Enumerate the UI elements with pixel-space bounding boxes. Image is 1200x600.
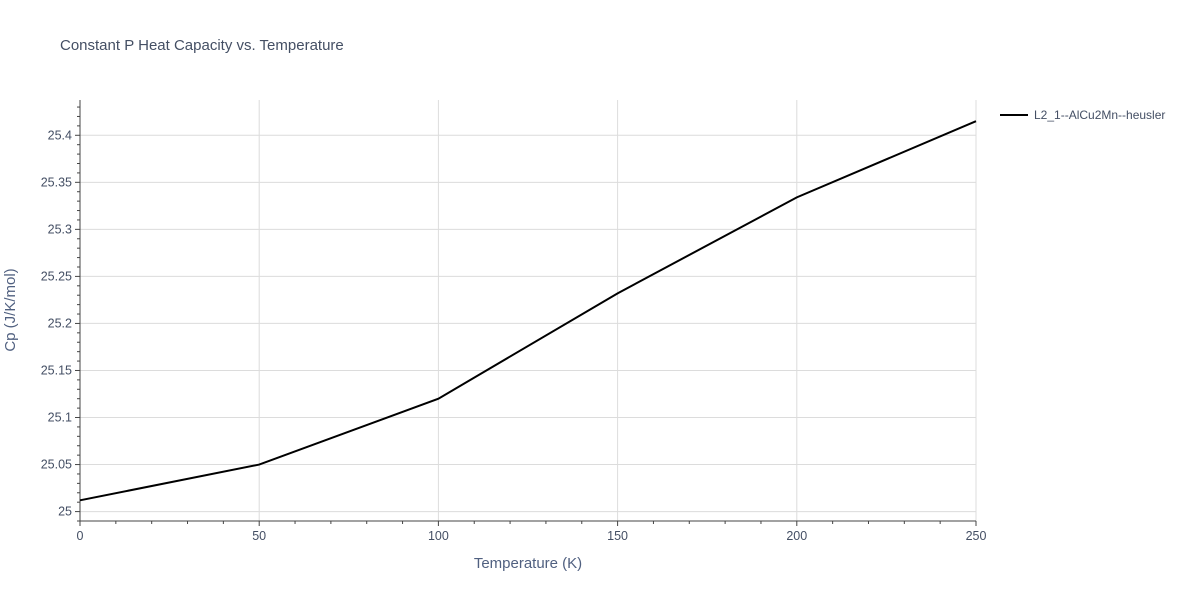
x-axis-title: Temperature (K)	[474, 555, 582, 572]
y-axis-title: Cp (J/K/mol)	[2, 268, 19, 351]
y-tick-label: 25.05	[41, 458, 72, 472]
x-tick-label: 0	[77, 529, 84, 543]
y-tick-label: 25.2	[48, 316, 72, 330]
chart-title: Constant P Heat Capacity vs. Temperature	[60, 37, 344, 54]
axes-layer: 0 50 100 150 200 250 25 25.05 25.1 25.15 25.2 25.25…	[41, 100, 987, 543]
y-tick-label: 25.15	[41, 363, 72, 377]
x-tick-label: 100	[428, 529, 449, 543]
grid-layer	[80, 100, 977, 521]
x-tick-label: 50	[252, 529, 266, 543]
x-tick-label: 200	[786, 529, 807, 543]
legend-label: L2_1--AlCu2Mn--heusler	[1034, 108, 1165, 122]
y-tick-label: 25.35	[41, 175, 72, 189]
x-tick-label: 150	[607, 529, 628, 543]
y-tick-label: 25.3	[48, 222, 72, 236]
y-tick-label: 25.1	[48, 411, 72, 425]
series-layer	[79, 120, 977, 502]
y-tick-label: 25.4	[48, 128, 72, 142]
y-tick-label: 25	[58, 505, 72, 519]
legend: L2_1--AlCu2Mn--heusler	[1000, 108, 1165, 122]
x-tick-label: 250	[966, 529, 987, 543]
series-line	[79, 120, 977, 502]
y-tick-label: 25.25	[41, 269, 72, 283]
